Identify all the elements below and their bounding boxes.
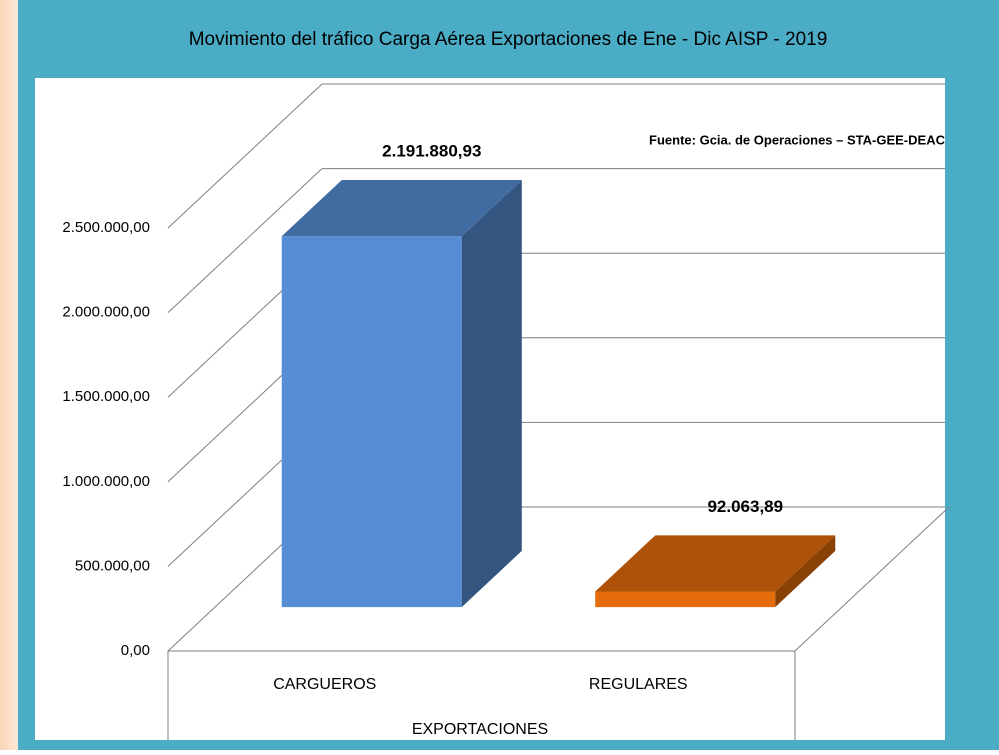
y-tick-label: 2.000.000,00 — [62, 304, 150, 321]
x-axis-label: EXPORTACIONES — [412, 721, 548, 738]
y-tick-label: 1.000.000,00 — [62, 473, 150, 490]
grid-line — [167, 168, 945, 313]
chart-title: Movimiento del tráfico Carga Aérea Expor… — [189, 29, 828, 50]
bar-side — [775, 535, 836, 608]
grid-line — [167, 83, 945, 229]
data-label: 2.191.880,93 — [382, 142, 481, 161]
y-tick-label: 0,00 — [121, 642, 150, 659]
y-tick-label: 2.500.000,00 — [62, 219, 150, 236]
side-band — [0, 0, 18, 750]
x-tick-label: REGULARES — [589, 676, 688, 693]
y-tick-label: 500.000,00 — [75, 557, 150, 574]
y-tick-label: 1.500.000,00 — [62, 388, 150, 405]
bar-top — [595, 535, 836, 592]
data-label: 92.063,89 — [707, 497, 783, 516]
bar-top — [281, 180, 522, 237]
source-note: Fuente: Gcia. de Operaciones – STA-GEE-D… — [649, 132, 946, 147]
bar-front — [595, 591, 776, 608]
bar — [281, 180, 522, 608]
bar — [595, 535, 836, 608]
x-tick-label: CARGUEROS — [273, 676, 376, 693]
bar-front — [281, 236, 462, 608]
bar-side — [461, 180, 522, 608]
